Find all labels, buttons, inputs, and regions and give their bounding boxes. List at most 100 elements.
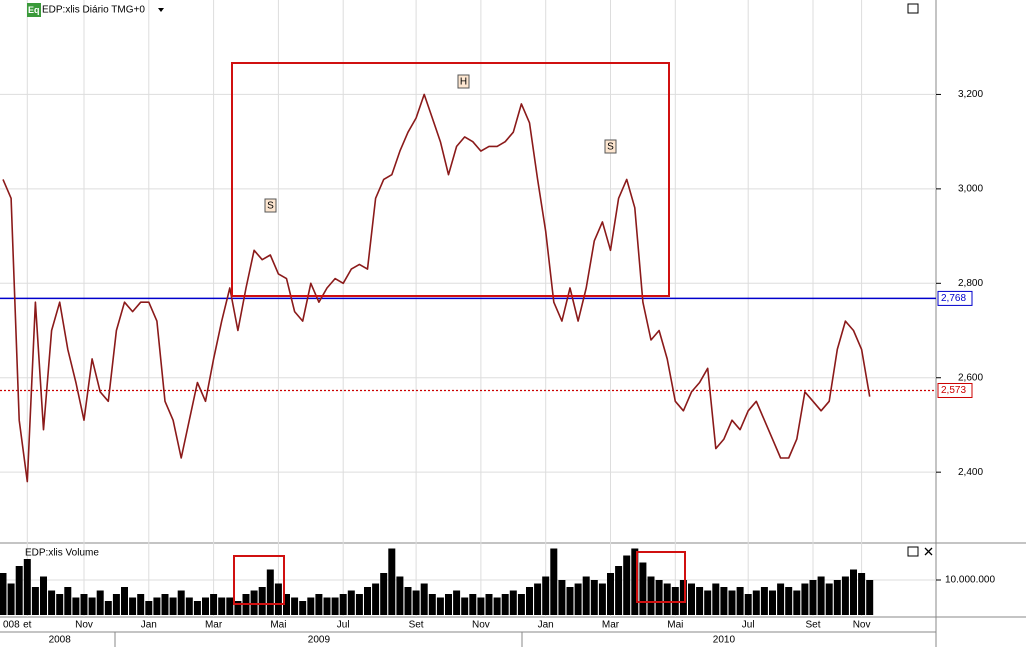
volume-bar: [23, 559, 31, 615]
x-tick-label: Set: [805, 620, 820, 631]
volume-bar: [696, 587, 704, 615]
volume-bar: [647, 576, 655, 615]
y-tick-label: 2,800: [958, 278, 983, 289]
volume-bar: [598, 583, 606, 615]
volume-bar: [250, 590, 258, 615]
y-tick-label: 10.000.000: [945, 575, 995, 586]
chart-title[interactable]: EDP:xlis Diário TMG+0: [42, 5, 145, 16]
volume-bar: [274, 583, 282, 615]
volume-bar: [258, 587, 266, 615]
volume-bar: [364, 587, 371, 615]
volume-bar: [655, 580, 663, 615]
dropdown-arrow[interactable]: [158, 8, 164, 12]
volume-bar: [712, 583, 720, 615]
volume-bar: [769, 590, 776, 615]
volume-bar: [590, 580, 598, 615]
volume-bar: [501, 594, 509, 615]
volume-bar: [550, 548, 558, 615]
volume-bar: [615, 566, 623, 615]
volume-bar: [558, 580, 566, 615]
volume-bar: [193, 601, 201, 615]
volume-bar: [817, 576, 825, 615]
x-tick-label: Jul: [337, 620, 350, 631]
volume-title: EDP:xlis Volume: [25, 548, 99, 559]
volume-bar: [307, 597, 315, 615]
volume-bar: [639, 562, 647, 615]
year-label: 2010: [713, 635, 736, 646]
volume-bar: [88, 597, 96, 615]
volume-bar: [485, 594, 493, 615]
volume-bar: [153, 597, 161, 615]
volume-bar: [161, 594, 169, 615]
volume-bar: [850, 569, 857, 615]
volume-bar: [760, 587, 768, 615]
annotation: S: [607, 142, 614, 153]
icon-text: Eq: [28, 5, 40, 15]
volume-bar: [809, 580, 817, 615]
volume-bar: [323, 597, 331, 615]
price-line-series: [2, 93, 871, 483]
volume-bar: [56, 594, 64, 615]
volume-bar: [801, 583, 809, 615]
x-tick-label: Mar: [602, 620, 620, 631]
close-button[interactable]: [924, 547, 933, 556]
price-label: 2,768: [941, 293, 966, 304]
volume-bar: [631, 548, 639, 615]
year-label: 2009: [308, 635, 331, 646]
y-tick-label: 2,400: [958, 467, 983, 478]
price-label-box: [937, 382, 973, 398]
volume-bar: [412, 590, 420, 615]
volume-bar: [372, 583, 380, 615]
volume-bar: [299, 601, 307, 615]
volume-bar: [623, 555, 631, 615]
icon: [27, 3, 41, 17]
volume-bar: [80, 594, 88, 615]
volume-bar: [72, 597, 80, 615]
volume-bar: [841, 576, 849, 615]
volume-bar: [582, 576, 590, 615]
annotation-box: [457, 74, 470, 89]
volume-bar: [526, 587, 533, 615]
volume-bar: [202, 597, 209, 615]
highlight-box: [233, 555, 285, 605]
x-tick-label: Mar: [205, 620, 223, 631]
volume-bar: [688, 583, 695, 615]
volume-bar: [858, 573, 866, 615]
annotation: H: [460, 77, 467, 88]
volume-bar: [752, 590, 760, 615]
volume-bar: [177, 590, 185, 615]
volume-bar: [40, 576, 47, 615]
volume-bar: [404, 587, 412, 615]
volume-bar: [210, 594, 218, 615]
y-tick-label: 2,600: [958, 372, 983, 383]
volume-bar: [315, 594, 323, 615]
grid: [0, 0, 936, 617]
volume-bar: [477, 597, 485, 615]
volume-bar: [137, 594, 145, 615]
volume-bar: [469, 594, 477, 615]
price-label-box: [937, 290, 973, 306]
year-label: 2008: [49, 635, 72, 646]
x-tick-label: Jan: [141, 620, 157, 631]
volume-bar: [461, 597, 469, 615]
x-tick-label: Nov: [75, 620, 93, 631]
volume-bar: [388, 548, 396, 615]
volume-bar: [283, 594, 290, 615]
volume-bar: [226, 597, 234, 615]
maximize-button[interactable]: [907, 546, 919, 557]
volume-bar: [517, 594, 525, 615]
volume-bar: [744, 594, 752, 615]
volume-bar: [185, 597, 193, 615]
maximize-button[interactable]: [907, 3, 919, 14]
volume-bar: [866, 580, 874, 615]
volume-bar: [420, 583, 428, 615]
highlight-box: [231, 62, 670, 297]
volume-bar: [542, 576, 550, 615]
volume-bar: [679, 580, 687, 615]
volume-bar: [825, 583, 833, 615]
volume-bar: [218, 597, 226, 615]
volume-bar: [48, 590, 56, 615]
y-tick-label: 3,200: [958, 89, 983, 100]
volume-bar: [704, 590, 712, 615]
